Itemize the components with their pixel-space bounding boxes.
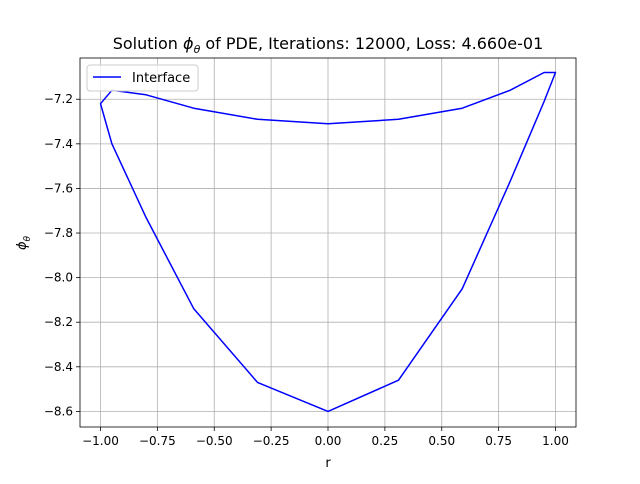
title-symbol-sub: θ bbox=[194, 43, 201, 56]
series-line-interface bbox=[99, 71, 557, 413]
x-tick-label: −0.50 bbox=[196, 434, 233, 448]
legend-box bbox=[86, 64, 199, 92]
y-tick-label: −7.6 bbox=[44, 181, 73, 195]
y-axis-label-symbol: ϕ bbox=[15, 241, 30, 250]
y-tick-label: −8.4 bbox=[44, 360, 73, 374]
y-ticks: −8.6 −8.4 −8.2 −8.0 −7.8 −7.6 −7.4 −7.2 bbox=[44, 92, 80, 418]
y-tick-label: −8.2 bbox=[44, 315, 73, 329]
y-axis-label: ϕθ bbox=[15, 235, 33, 250]
title-rest: of PDE, Iterations: 12000, Loss: 4.660e-… bbox=[200, 34, 543, 53]
x-tick-label: 0.50 bbox=[428, 434, 455, 448]
x-tick-label: −0.25 bbox=[253, 434, 290, 448]
y-tick-label: −8.0 bbox=[44, 271, 73, 285]
x-tick-label: 1.00 bbox=[542, 434, 569, 448]
x-tick-label: 0.00 bbox=[315, 434, 342, 448]
y-axis-label-sub: θ bbox=[23, 235, 33, 241]
y-tick-label: −7.4 bbox=[44, 137, 73, 151]
y-tick-label: −7.8 bbox=[44, 226, 73, 240]
y-tick-label: −7.2 bbox=[44, 92, 73, 106]
chart-title: Solution ϕθ of PDE, Iterations: 12000, L… bbox=[113, 34, 544, 56]
title-symbol: ϕ bbox=[183, 34, 194, 53]
x-tick-label: 0.25 bbox=[372, 434, 399, 448]
x-tick-label: 0.75 bbox=[485, 434, 512, 448]
x-ticks: −1.00 −0.75 −0.50 −0.25 0.00 0.25 0.50 0.75 1.00 bbox=[82, 427, 569, 448]
legend-label-interface: Interface bbox=[132, 71, 190, 86]
x-tick-label: −1.00 bbox=[82, 434, 119, 448]
x-tick-label: −0.75 bbox=[139, 434, 176, 448]
y-tick-label: −8.6 bbox=[44, 404, 73, 418]
x-axis-label: r bbox=[325, 456, 331, 471]
legend: Interface bbox=[86, 64, 199, 92]
line-layer bbox=[99, 71, 557, 413]
title-main: Solution bbox=[113, 34, 183, 53]
